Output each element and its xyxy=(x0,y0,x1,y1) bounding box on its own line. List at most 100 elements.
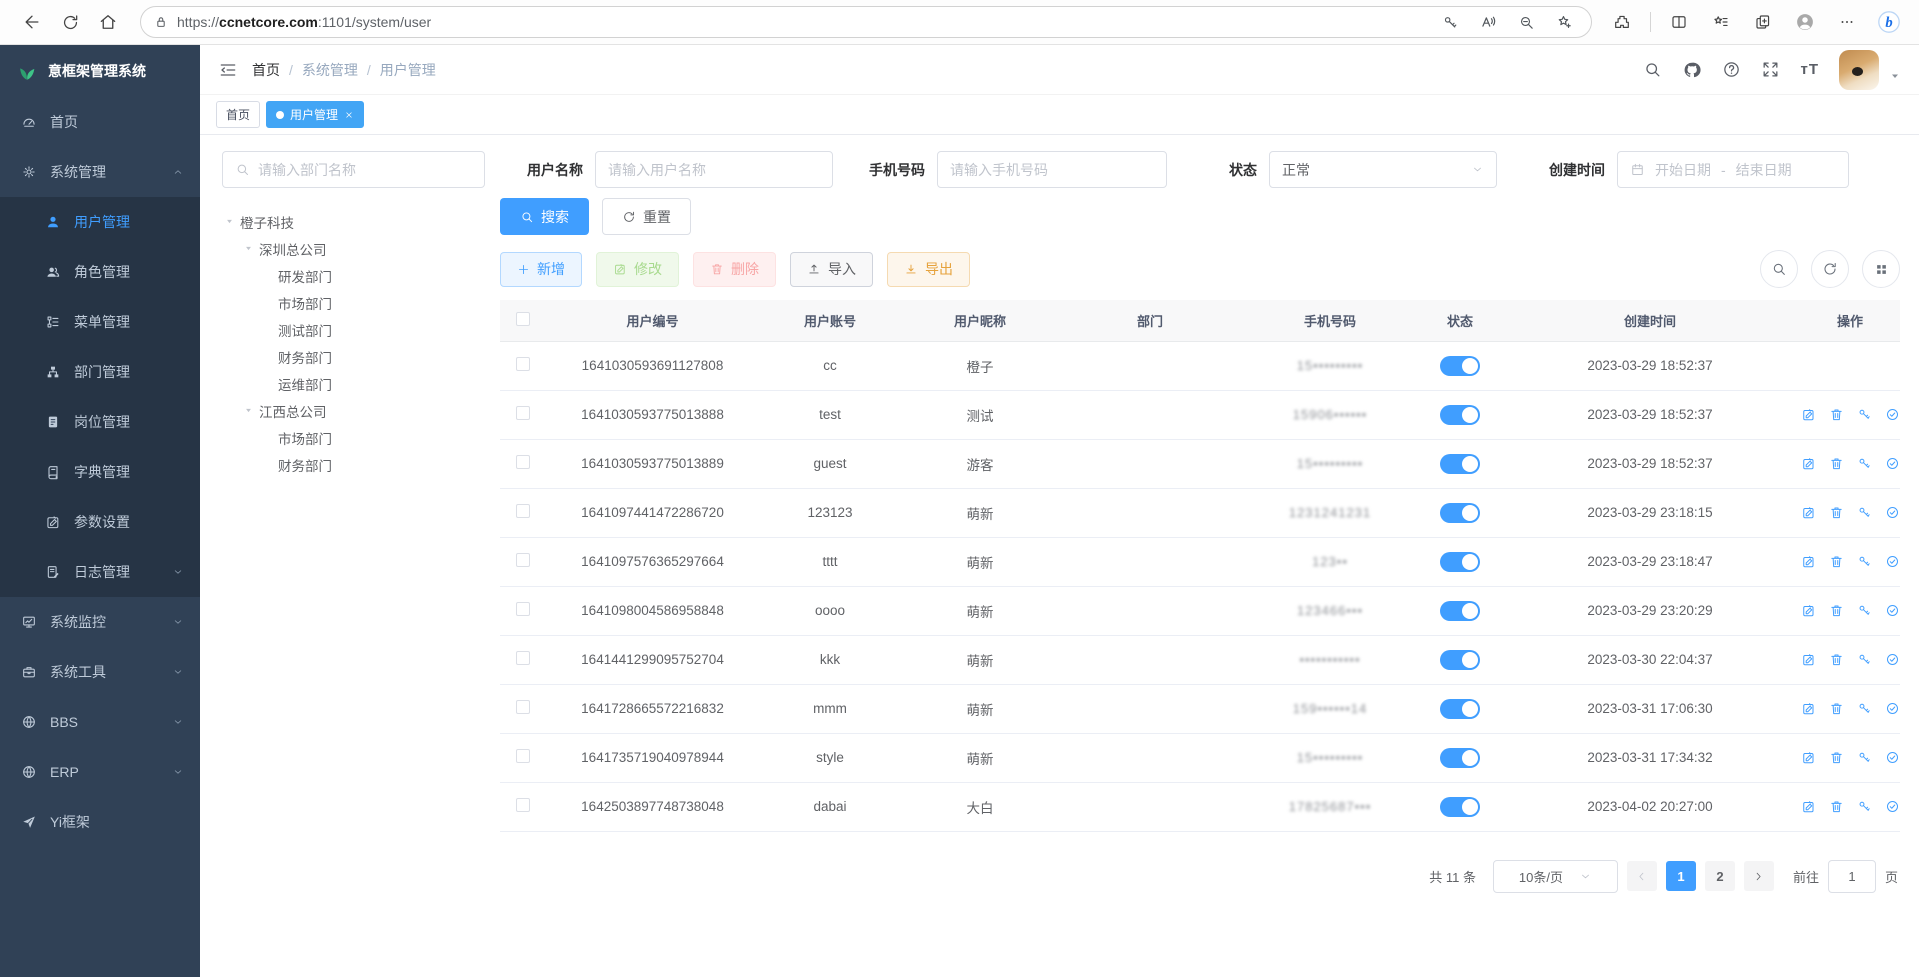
status-toggle[interactable] xyxy=(1440,551,1480,572)
status-select[interactable]: 正常 xyxy=(1269,151,1497,188)
address-bar[interactable]: https://ccnetcore.com:1101/system/user xyxy=(140,6,1592,38)
row-reset-password-button[interactable] xyxy=(1857,603,1872,618)
row-delete-button[interactable] xyxy=(1829,750,1844,765)
status-toggle[interactable] xyxy=(1440,698,1480,719)
sidebar-item-system-tools[interactable]: 系统工具 xyxy=(0,647,200,697)
select-all-checkbox[interactable] xyxy=(515,311,530,326)
row-assign-role-button[interactable] xyxy=(1885,554,1900,569)
row-reset-password-button[interactable] xyxy=(1857,456,1872,471)
tree-caret-icon[interactable] xyxy=(241,242,255,255)
tree-node[interactable]: 江西总公司 xyxy=(222,397,500,424)
row-assign-role-button[interactable] xyxy=(1885,750,1900,765)
row-assign-role-button[interactable] xyxy=(1885,652,1900,667)
delete-button[interactable]: 删除 xyxy=(693,251,776,287)
fullscreen-icon[interactable] xyxy=(1761,60,1780,79)
row-reset-password-button[interactable] xyxy=(1857,799,1872,814)
row-checkbox[interactable] xyxy=(515,504,530,518)
help-icon[interactable] xyxy=(1722,60,1741,79)
show-search-toggle-button[interactable] xyxy=(1760,250,1798,288)
tree-node-label[interactable]: 深圳总公司 xyxy=(259,242,327,258)
row-checkbox[interactable] xyxy=(515,749,530,763)
row-checkbox[interactable] xyxy=(515,406,530,420)
tree-node[interactable]: 橙子科技 xyxy=(222,208,500,235)
sidebar-item-bbs[interactable]: BBS xyxy=(0,697,200,747)
row-delete-button[interactable] xyxy=(1829,603,1844,618)
refresh-icon[interactable] xyxy=(52,5,88,39)
row-edit-button[interactable] xyxy=(1801,505,1816,520)
row-edit-button[interactable] xyxy=(1801,554,1816,569)
sidebar-item-menu-mgmt[interactable]: 菜单管理 xyxy=(0,297,200,347)
page-size-select[interactable]: 10条/页 xyxy=(1492,859,1618,893)
row-delete-button[interactable] xyxy=(1829,456,1844,471)
row-checkbox[interactable] xyxy=(515,357,530,371)
row-edit-button[interactable] xyxy=(1801,750,1816,765)
row-checkbox[interactable] xyxy=(515,553,530,567)
tree-caret-icon[interactable] xyxy=(222,215,236,228)
tree-node[interactable]: 运维部门 xyxy=(222,370,500,397)
row-edit-button[interactable] xyxy=(1801,407,1816,422)
row-delete-button[interactable] xyxy=(1829,407,1844,422)
status-toggle[interactable] xyxy=(1440,502,1480,523)
close-icon[interactable] xyxy=(344,110,354,120)
status-toggle[interactable] xyxy=(1440,796,1480,817)
tree-node-label[interactable]: 橙子科技 xyxy=(240,215,294,231)
row-delete-button[interactable] xyxy=(1829,554,1844,569)
row-assign-role-button[interactable] xyxy=(1885,701,1900,716)
row-delete-button[interactable] xyxy=(1829,652,1844,667)
page-number-1[interactable]: 1 xyxy=(1665,861,1696,891)
row-reset-password-button[interactable] xyxy=(1857,750,1872,765)
user-avatar[interactable] xyxy=(1839,49,1879,90)
status-toggle[interactable] xyxy=(1440,355,1480,376)
tree-node[interactable]: 财务部门 xyxy=(222,451,500,478)
row-checkbox[interactable] xyxy=(515,455,530,469)
tree-node-label[interactable]: 财务部门 xyxy=(278,458,332,474)
edit-button[interactable]: 修改 xyxy=(596,251,679,287)
header-search-icon[interactable] xyxy=(1643,60,1662,79)
row-checkbox[interactable] xyxy=(515,602,530,616)
font-size-icon[interactable]: тT xyxy=(1800,61,1819,78)
status-toggle[interactable] xyxy=(1440,453,1480,474)
row-delete-button[interactable] xyxy=(1829,505,1844,520)
row-assign-role-button[interactable] xyxy=(1885,799,1900,814)
prev-page-button[interactable] xyxy=(1626,861,1657,891)
sidebar-item-dept-mgmt[interactable]: 部门管理 xyxy=(0,347,200,397)
sidebar-item-log-mgmt[interactable]: 日志管理 xyxy=(0,547,200,597)
row-checkbox[interactable] xyxy=(515,798,530,812)
reset-button[interactable]: 重置 xyxy=(602,198,691,235)
sidebar-item-role-mgmt[interactable]: 角色管理 xyxy=(0,247,200,297)
sidebar-item-dict-mgmt[interactable]: 字典管理 xyxy=(0,447,200,497)
username-input[interactable] xyxy=(595,151,833,188)
row-edit-button[interactable] xyxy=(1801,799,1816,814)
row-edit-button[interactable] xyxy=(1801,456,1816,471)
more-menu-icon[interactable] xyxy=(1831,5,1863,39)
split-screen-icon[interactable] xyxy=(1663,5,1695,39)
row-reset-password-button[interactable] xyxy=(1857,505,1872,520)
column-settings-button[interactable] xyxy=(1862,250,1900,288)
zoom-out-icon[interactable] xyxy=(1511,8,1541,36)
row-edit-button[interactable] xyxy=(1801,701,1816,716)
row-delete-button[interactable] xyxy=(1829,701,1844,716)
tree-node[interactable]: 深圳总公司 xyxy=(222,235,500,262)
row-edit-button[interactable] xyxy=(1801,652,1816,667)
url-text[interactable]: https://ccnetcore.com:1101/system/user xyxy=(177,14,432,30)
sidebar-fold-icon[interactable] xyxy=(218,60,238,80)
collections-icon[interactable] xyxy=(1747,5,1779,39)
extensions-icon[interactable] xyxy=(1606,5,1638,39)
dept-search-input[interactable] xyxy=(258,161,472,178)
tab-user-mgmt[interactable]: 用户管理 xyxy=(266,101,365,128)
status-toggle[interactable] xyxy=(1440,649,1480,670)
row-assign-role-button[interactable] xyxy=(1885,456,1900,471)
password-key-icon[interactable] xyxy=(1435,8,1465,36)
sidebar-item-yi-frame[interactable]: Yi框架 xyxy=(0,797,200,847)
import-button[interactable]: 导入 xyxy=(790,251,873,287)
search-button[interactable]: 搜索 xyxy=(500,198,589,235)
avatar-caret-icon[interactable] xyxy=(1889,70,1901,82)
row-reset-password-button[interactable] xyxy=(1857,701,1872,716)
status-toggle[interactable] xyxy=(1440,600,1480,621)
breadcrumb-item[interactable]: 首页 xyxy=(252,61,280,78)
row-reset-password-button[interactable] xyxy=(1857,554,1872,569)
tree-node-label[interactable]: 财务部门 xyxy=(278,350,332,366)
add-button[interactable]: 新增 xyxy=(500,251,582,287)
goto-page-input[interactable] xyxy=(1827,859,1876,893)
row-reset-password-button[interactable] xyxy=(1857,652,1872,667)
